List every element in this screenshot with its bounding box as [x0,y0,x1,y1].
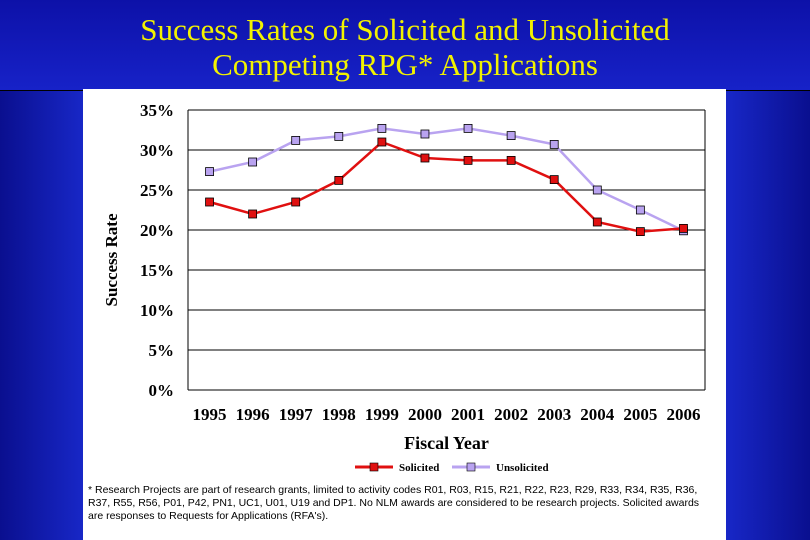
y-tick-label: 10% [140,301,174,320]
x-tick-label: 2004 [580,405,615,424]
solicited-point [420,153,430,163]
unsolicited-point [592,185,602,195]
unsolicited-point [248,157,258,167]
solicited-point [463,156,473,165]
line-chart: 0% 5% 10% 15% 20% 25% 30% 35% 1995 1996 1997 1998 19… [102,101,706,474]
solicited-point [592,217,602,227]
solicited-point [205,197,214,207]
unsolicited-point [205,167,214,176]
solicited-legend-label: Solicited [399,462,439,474]
x-tick-label: 2003 [537,405,571,424]
y-tick-label: 35% [140,101,174,120]
solicited-point [334,176,344,185]
x-tick-label: 2000 [408,405,442,424]
solicited-point [506,156,516,165]
chart-panel: 0% 5% 10% 15% 20% 25% 30% 35% 1995 1996 1997 1998 19… [83,89,726,540]
y-tick-label: 0% [149,381,175,400]
unsolicited-point [506,131,516,140]
y-tick-label: 5% [149,341,175,360]
unsolicited-point [463,124,473,133]
y-tick-label: 25% [140,181,174,200]
unsolicited-point [549,140,559,149]
solicited-point [635,227,645,237]
x-axis-title: Fiscal Year [404,433,489,453]
y-tick-label: 15% [140,261,174,280]
x-tick-label: 1997 [279,405,314,424]
solicited-point [377,137,387,147]
unsolicited-legend-label: Unsolicited [496,462,549,474]
unsolicited-point [635,205,645,215]
solicited-point [291,197,301,207]
solicited-point [248,209,258,219]
title-line-1: Success Rates of Solicited and Unsolicit… [140,12,670,47]
footnote: * Research Projects are part of research… [88,484,700,522]
x-tick-label: 2005 [623,405,657,424]
y-tick-label: 20% [140,221,174,240]
title-line-2: Competing RPG* Applications [212,47,598,82]
solicited-point [549,175,559,184]
title-bar: Success Rates of Solicited and Unsolicit… [0,0,810,91]
slide-title: Success Rates of Solicited and Unsolicit… [0,12,810,82]
solicited-legend-marker [369,462,379,472]
unsolicited-point [420,129,430,139]
unsolicited-point [334,132,344,141]
solicited-point [679,223,688,233]
unsolicited-point [291,136,301,145]
x-tick-label: 1998 [322,405,356,424]
solicited-line [209,140,684,233]
x-tick-label: 2002 [494,405,528,424]
x-tick-label: 1999 [365,405,399,424]
x-tick-label: 2001 [451,405,485,424]
unsolicited-line [209,127,685,232]
unsolicited-legend-marker [466,462,476,472]
x-tick-label: 1995 [193,405,227,424]
y-tick-label: 30% [140,141,174,160]
x-tick-label: 2006 [666,405,700,424]
x-tick-label: 1996 [236,405,270,424]
y-axis-title: Success Rate [102,213,121,306]
unsolicited-point [377,124,387,133]
